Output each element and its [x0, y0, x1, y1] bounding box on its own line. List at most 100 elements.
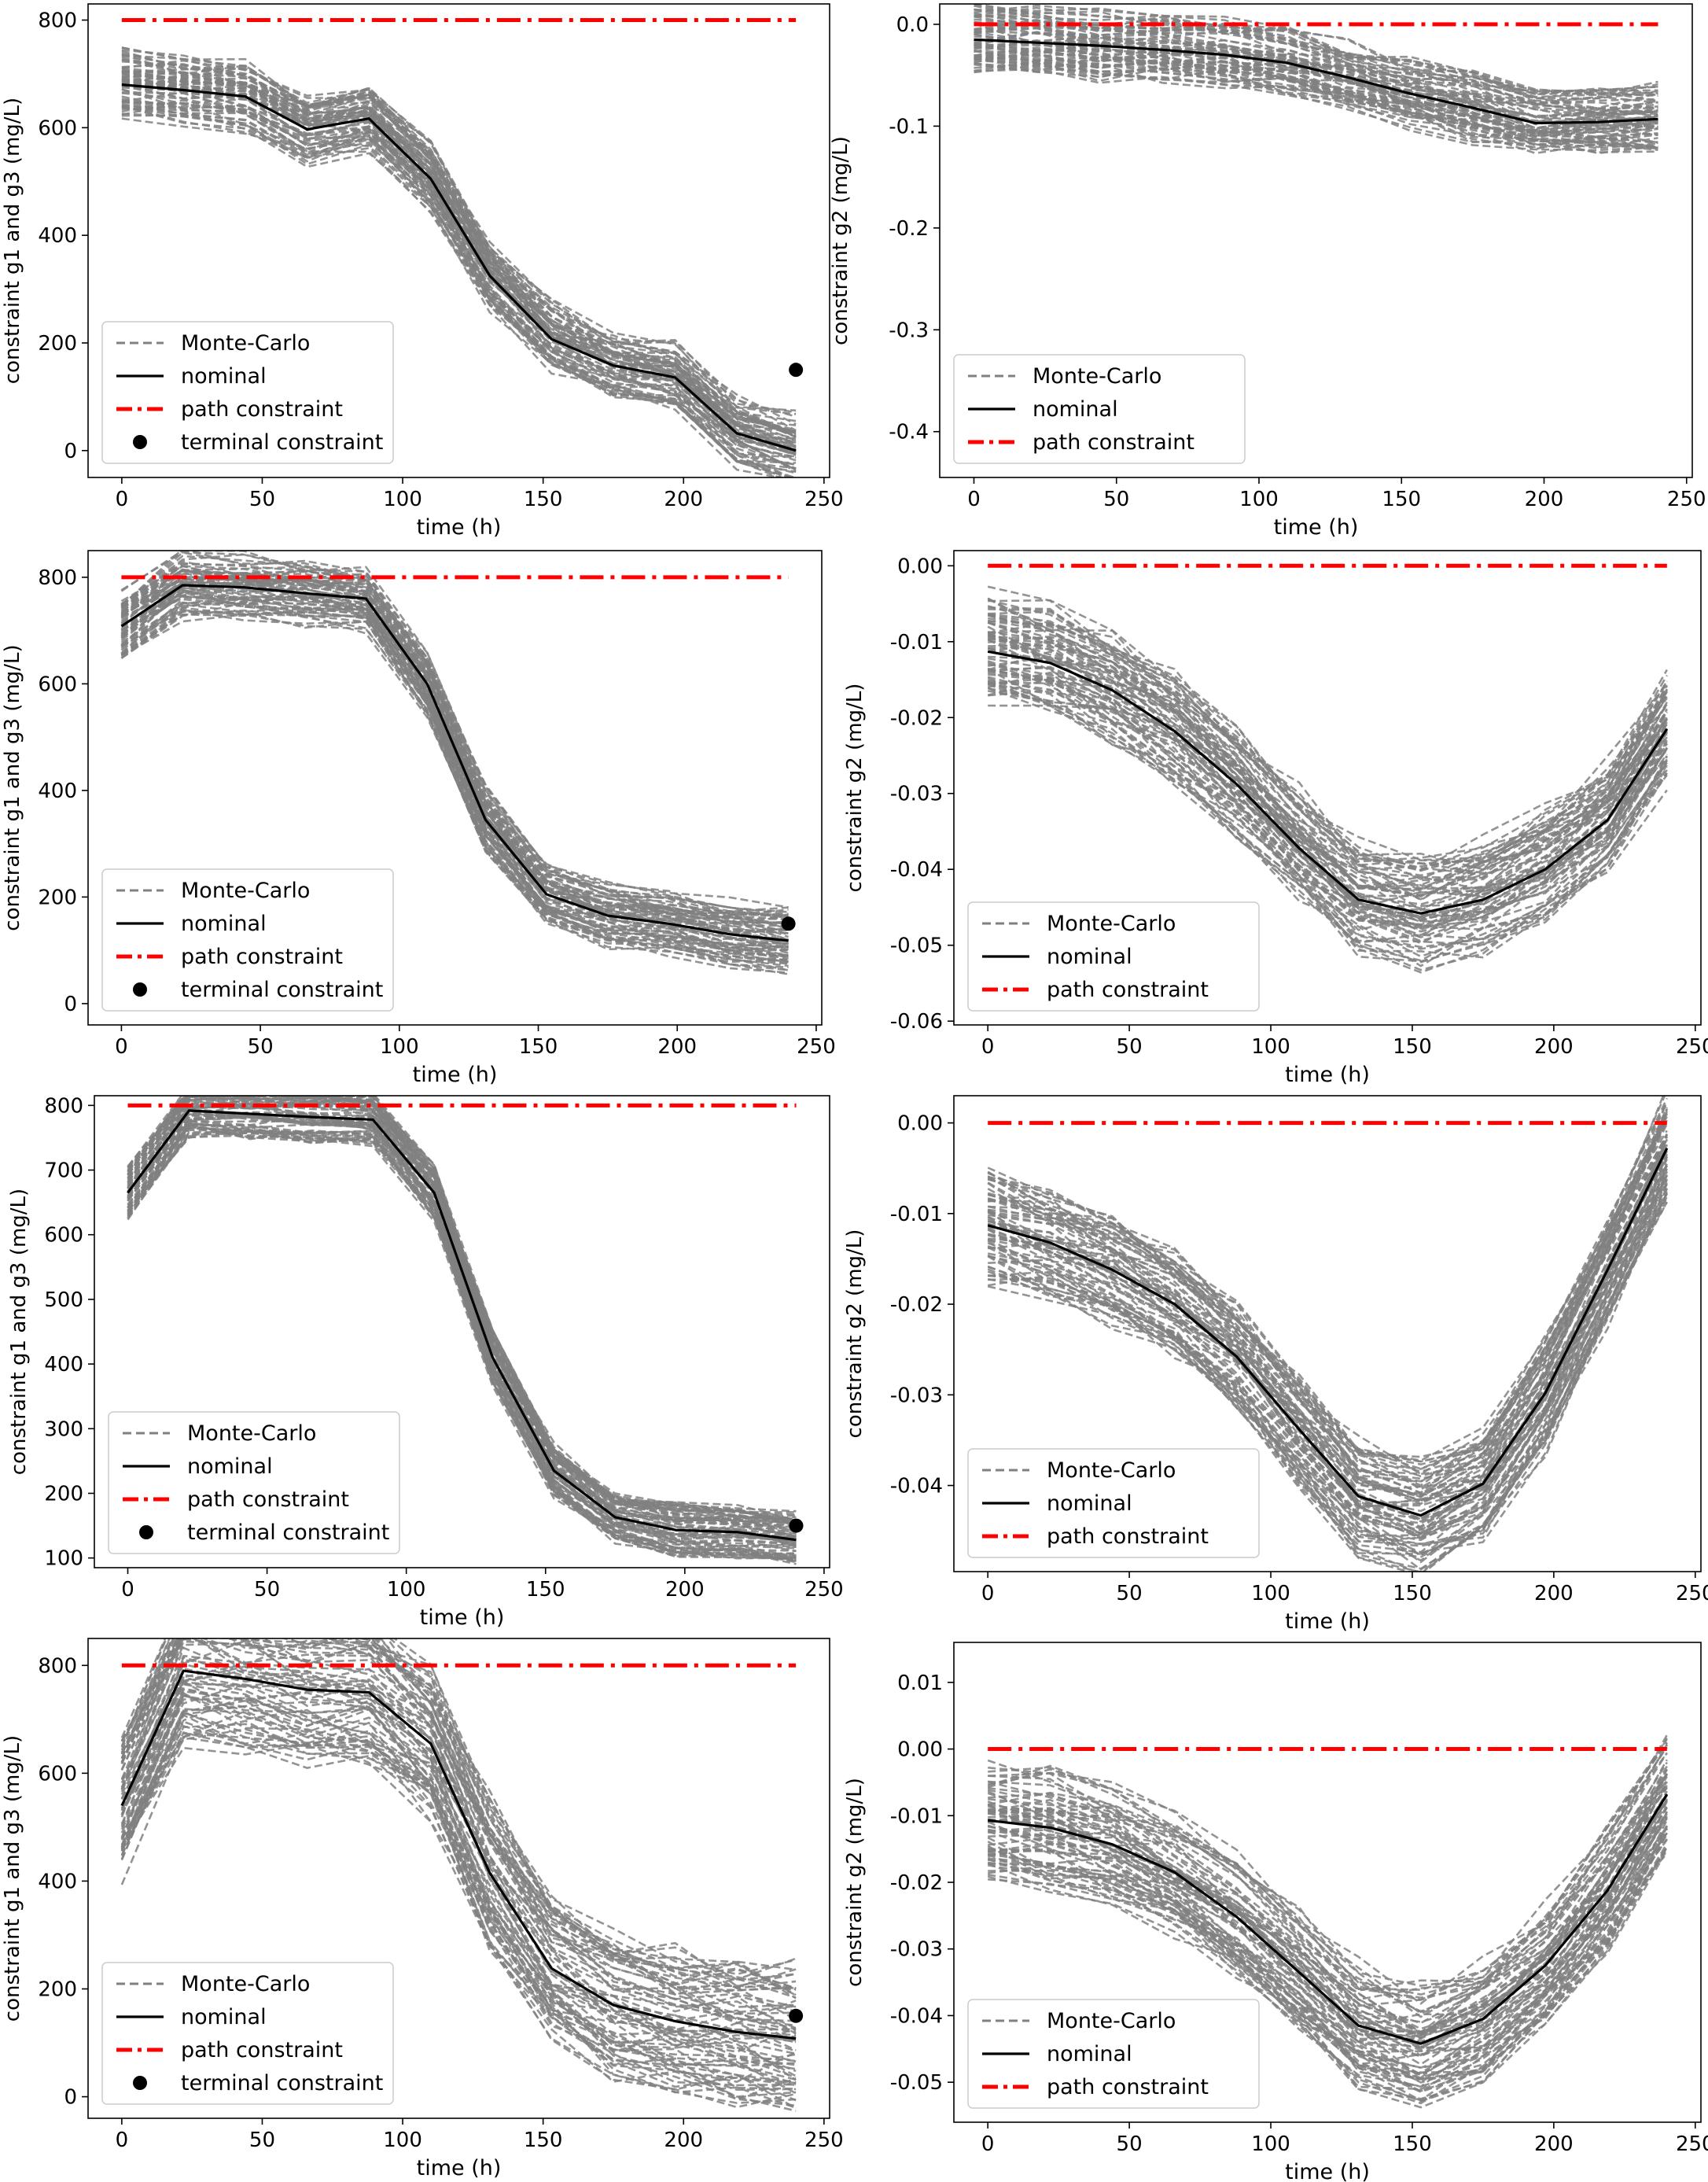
terminal-constraint-marker — [789, 1518, 804, 1533]
chart-panel-1: 0 50 100 150 200 250 0 200 400 600 800 time (h) cons… — [1, 3, 844, 540]
monte-carlo-line — [974, 53, 1658, 149]
y-tick-label: -0.03 — [890, 1384, 943, 1407]
monte-carlo-line — [120, 1705, 797, 2092]
monte-carlo-line — [121, 99, 797, 471]
monte-carlo-line — [987, 680, 1668, 950]
monte-carlo-line — [974, 5, 1658, 102]
monte-carlo-line — [120, 1638, 797, 2013]
x-tick-label: 250 — [1667, 488, 1706, 511]
legend-label-path: path constraint — [1047, 1524, 1209, 1549]
y-tick-label: -0.04 — [890, 2004, 943, 2028]
monte-carlo-line — [988, 637, 1668, 891]
axes-frame — [939, 3, 1693, 478]
legend-box — [101, 321, 394, 464]
monte-carlo-line — [121, 91, 797, 470]
x-tick-label: 250 — [804, 488, 844, 511]
y-tick-label: 0.00 — [897, 1738, 943, 1762]
y-tick-label: 0.00 — [897, 1112, 943, 1136]
y-axis-label: constraint g2 (mg/L) — [843, 1778, 867, 1987]
monte-carlo-line — [988, 1734, 1668, 1992]
monte-carlo-line — [987, 1786, 1668, 2037]
x-tick-label: 0 — [121, 1578, 134, 1601]
monte-carlo-line — [121, 80, 797, 434]
x-tick-label: 100 — [383, 488, 422, 511]
x-tick-label: 250 — [1676, 1582, 1708, 1605]
monte-carlo-line — [987, 676, 1668, 931]
x-tick-label: 250 — [1676, 2132, 1708, 2156]
monte-carlo-line — [121, 76, 797, 456]
monte-carlo-line — [120, 1638, 797, 1991]
monte-carlo-line — [988, 1108, 1669, 1480]
monte-carlo-line — [127, 1097, 797, 1539]
legend-box — [967, 1448, 1260, 1558]
nominal-line — [121, 83, 797, 452]
x-tick-label: 50 — [1117, 2132, 1143, 2156]
y-tick-label: 800 — [44, 1094, 83, 1118]
terminal-constraint-marker — [781, 916, 796, 931]
monte-carlo-line — [987, 1786, 1668, 2025]
monte-carlo-line — [120, 1638, 797, 1988]
legend-label-path: path constraint — [1033, 430, 1194, 455]
monte-carlo-line — [987, 1121, 1668, 1470]
y-tick-label: 400 — [38, 1870, 77, 1893]
legend-label-terminal: terminal constraint — [181, 978, 383, 1002]
monte-carlo-line — [120, 1638, 797, 2008]
legend-box — [101, 1962, 394, 2105]
monte-carlo-line — [987, 599, 1668, 881]
monte-carlo-line — [120, 551, 789, 922]
plot-area — [120, 551, 790, 975]
monte-carlo-line — [120, 1694, 797, 2083]
legend-box — [101, 868, 394, 1012]
monte-carlo-line — [988, 1801, 1668, 2077]
x-axis-label: time (h) — [420, 1605, 505, 1630]
x-tick-label: 100 — [383, 2129, 422, 2152]
legend-box — [953, 354, 1246, 464]
monte-carlo-line — [988, 629, 1668, 890]
x-tick-label: 50 — [248, 1035, 274, 1059]
y-tick-label: -0.01 — [890, 1804, 943, 1828]
monte-carlo-line — [121, 101, 797, 470]
monte-carlo-line — [120, 1638, 797, 1996]
monte-carlo-line — [988, 1136, 1668, 1495]
monte-carlo-series — [121, 46, 797, 477]
monte-carlo-series — [120, 551, 790, 975]
monte-carlo-line — [120, 572, 789, 942]
legend-label-path: path constraint — [181, 945, 343, 969]
x-tick-label: 100 — [387, 1578, 426, 1601]
y-tick-label: -0.02 — [890, 1293, 943, 1317]
nominal-line — [974, 38, 1658, 125]
monte-carlo-line — [987, 1150, 1668, 1535]
chart-panel-3: 0 50 100 150 200 250 0 200 400 600 800 time (h) cons… — [1, 550, 836, 1087]
nominal-line — [120, 1669, 797, 2040]
x-tick-label: 150 — [1393, 1582, 1432, 1605]
monte-carlo-line — [988, 617, 1668, 867]
y-tick-label: 200 — [38, 332, 77, 356]
y-tick-label: -0.4 — [889, 421, 929, 444]
legend-label-nominal: nominal — [187, 1454, 273, 1479]
x-tick-label: 50 — [1103, 488, 1129, 511]
x-tick-label: 0 — [981, 2132, 995, 2156]
monte-carlo-line — [988, 655, 1668, 920]
plot-area — [974, 4, 1658, 155]
legend-label-terminal: terminal constraint — [187, 1520, 389, 1545]
legend-label-path: path constraint — [181, 397, 343, 422]
legend-label-mc: Monte-Carlo — [181, 1972, 310, 1996]
x-tick-label: 0 — [115, 1035, 128, 1059]
plot-area — [987, 1734, 1669, 2109]
y-tick-label: -0.03 — [890, 783, 943, 806]
x-axis-label: time (h) — [417, 2156, 502, 2180]
legend-label-nominal: nominal — [181, 364, 267, 389]
monte-carlo-line — [127, 1122, 797, 1557]
legend-label-nominal: nominal — [181, 912, 267, 936]
monte-carlo-line — [974, 40, 1658, 132]
monte-carlo-line — [987, 1196, 1668, 1558]
monte-carlo-line — [988, 637, 1668, 897]
monte-carlo-line — [987, 681, 1668, 963]
legend-label-mc: Monte-Carlo — [181, 879, 310, 903]
y-tick-label: -0.2 — [889, 217, 929, 241]
monte-carlo-line — [987, 1852, 1668, 2081]
x-axis-label: time (h) — [1274, 515, 1359, 540]
legend-box — [108, 1411, 400, 1554]
monte-carlo-series — [987, 585, 1668, 974]
